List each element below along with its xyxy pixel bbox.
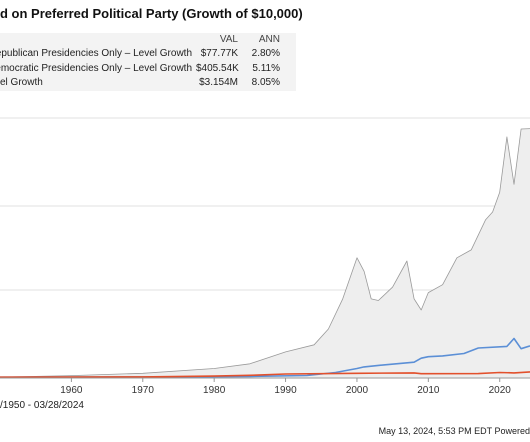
legend-name: uring Republican Presidencies Only – Lev… — [0, 48, 192, 59]
x-tick-label: 1980 — [203, 385, 226, 396]
legend-ann: 5.11% — [252, 63, 280, 74]
legend-ann: 2.80% — [251, 48, 280, 59]
x-tick-label: 1990 — [274, 385, 297, 396]
series-line-0[interactable] — [0, 128, 530, 378]
legend-name: el Growth — [0, 77, 43, 88]
legend-ann: 8.05% — [251, 77, 280, 88]
series-line-1[interactable] — [0, 337, 530, 378]
x-tick-label: 1960 — [60, 385, 83, 396]
legend-table: VAL ANN uring Republican Presidencies On… — [0, 33, 296, 91]
x-tick-label: 2010 — [417, 385, 440, 396]
legend-name: uring Democratic Presidencies Only – Lev… — [0, 63, 192, 74]
series-line-2[interactable] — [0, 371, 530, 378]
chart-title: d on Preferred Political Party (Growth o… — [0, 6, 303, 21]
x-tick-label: 2000 — [346, 385, 369, 396]
legend-col-val: VAL — [219, 34, 238, 45]
legend-val: $77.77K — [200, 48, 238, 59]
x-tick-label: 1970 — [132, 385, 155, 396]
legend-row-republican[interactable]: uring Republican Presidencies Only – Lev… — [0, 47, 296, 61]
x-axis: 1960 1970 1980 1990 2000 2010 2020 — [0, 377, 530, 396]
footer-timestamp: May 13, 2024, 5:53 PM EDT Powered — [378, 426, 530, 436]
legend-val: $3.154M — [199, 77, 238, 88]
legend-val: $405.54K — [196, 63, 239, 74]
legend-col-ann: ANN — [258, 34, 280, 45]
date-range-label: /1950 - 03/28/2024 — [0, 400, 84, 411]
series-area-0 — [0, 128, 530, 378]
legend-row-democratic[interactable]: uring Democratic Presidencies Only – Lev… — [0, 62, 296, 76]
series-layer — [0, 128, 530, 378]
legend-header: VAL ANN — [0, 33, 296, 47]
x-tick-label: 2020 — [489, 385, 512, 396]
legend-row-level[interactable]: el Growth $3.154M 8.05% — [0, 76, 296, 90]
